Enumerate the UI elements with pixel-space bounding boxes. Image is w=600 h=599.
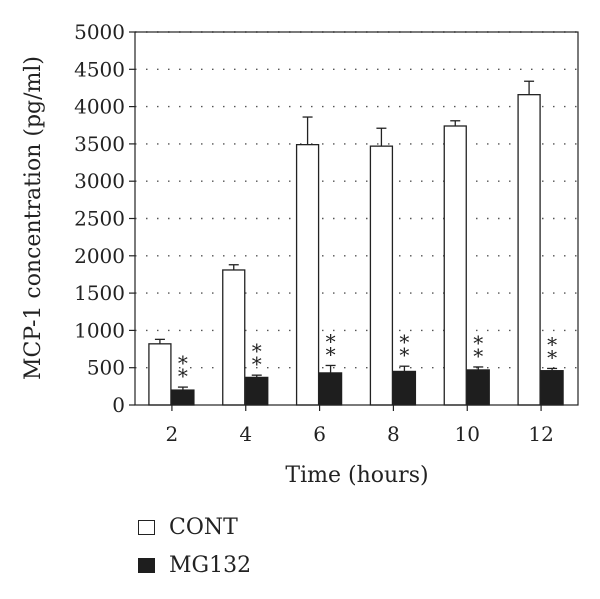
bar-mg132-4 <box>245 376 269 406</box>
significance-star: * <box>547 332 557 356</box>
y-tick-label: 500 <box>87 356 125 380</box>
significance-star: * <box>326 329 336 353</box>
legend-item-cont: CONT <box>138 514 251 540</box>
bar-mg132-6 <box>318 372 343 406</box>
bar-cont-2 <box>148 343 172 406</box>
x-tick-label: 10 <box>455 422 480 446</box>
bar-mg132-2 <box>171 389 195 406</box>
legend-label-cont: CONT <box>169 514 238 540</box>
bar-chart: ********** ** 050010001500200025003000350… <box>21 20 579 488</box>
significance-star: * <box>252 339 262 363</box>
error-bars <box>154 80 558 391</box>
x-tick-labels: 2 4 6 8 10 12 <box>166 422 554 446</box>
bar-mg132-12 <box>540 370 564 406</box>
gridlines <box>135 31 578 369</box>
bar-cont-10 <box>443 125 467 406</box>
plot-frame <box>134 31 579 406</box>
legend-item-mg132: MG132 <box>138 552 251 578</box>
axes <box>129 31 579 411</box>
significance-star: * <box>473 344 483 368</box>
bar-cont-8 <box>369 145 394 406</box>
significance-star: * <box>547 345 557 369</box>
legend: CONT MG132 <box>138 514 251 590</box>
y-tick-label: 1000 <box>74 318 125 342</box>
significance-star: * <box>399 330 409 354</box>
y-tick-label: 3000 <box>74 169 125 193</box>
significance-star: * <box>178 364 188 388</box>
legend-label-mg132: MG132 <box>169 552 252 578</box>
x-tick-label: 2 <box>166 422 179 446</box>
y-tick-label: 2000 <box>74 244 125 268</box>
significance-star: * <box>252 352 262 376</box>
x-tick-label: 4 <box>239 422 252 446</box>
bar-mg132-8 <box>392 370 417 406</box>
x-tick-label: 8 <box>387 422 400 446</box>
significance-annotations: ********** ** <box>178 329 557 388</box>
significance-star: * <box>473 331 483 355</box>
significance-star: * <box>399 343 409 367</box>
y-tick-label: 4000 <box>74 95 125 119</box>
x-tick-label: 12 <box>528 422 553 446</box>
legend-swatch-cont <box>138 519 155 535</box>
x-tick-label: 6 <box>313 422 326 446</box>
bar-cont-4 <box>222 269 246 406</box>
y-axis-label: MCP-1 concentration (pg/ml) <box>21 56 46 380</box>
y-tick-label: 3500 <box>74 132 125 156</box>
significance-star: * <box>326 342 336 366</box>
y-tick-label: 1500 <box>74 281 125 305</box>
legend-swatch-mg132 <box>138 557 155 573</box>
significance-star: * <box>178 351 188 375</box>
bar-cont-12 <box>517 94 541 406</box>
y-tick-labels: 0 500 1000 1500 2000 2500 3000 3500 4000 4500 5000 <box>74 20 125 417</box>
bars <box>148 94 564 406</box>
bar-mg132-10 <box>466 369 490 406</box>
y-tick-label: 5000 <box>74 20 125 44</box>
bar-cont-6 <box>295 143 320 406</box>
y-tick-label: 2500 <box>74 207 125 231</box>
y-tick-label: 4500 <box>74 57 125 81</box>
y-tick-label: 0 <box>112 393 125 417</box>
x-axis-label: Time (hours) <box>285 463 428 488</box>
